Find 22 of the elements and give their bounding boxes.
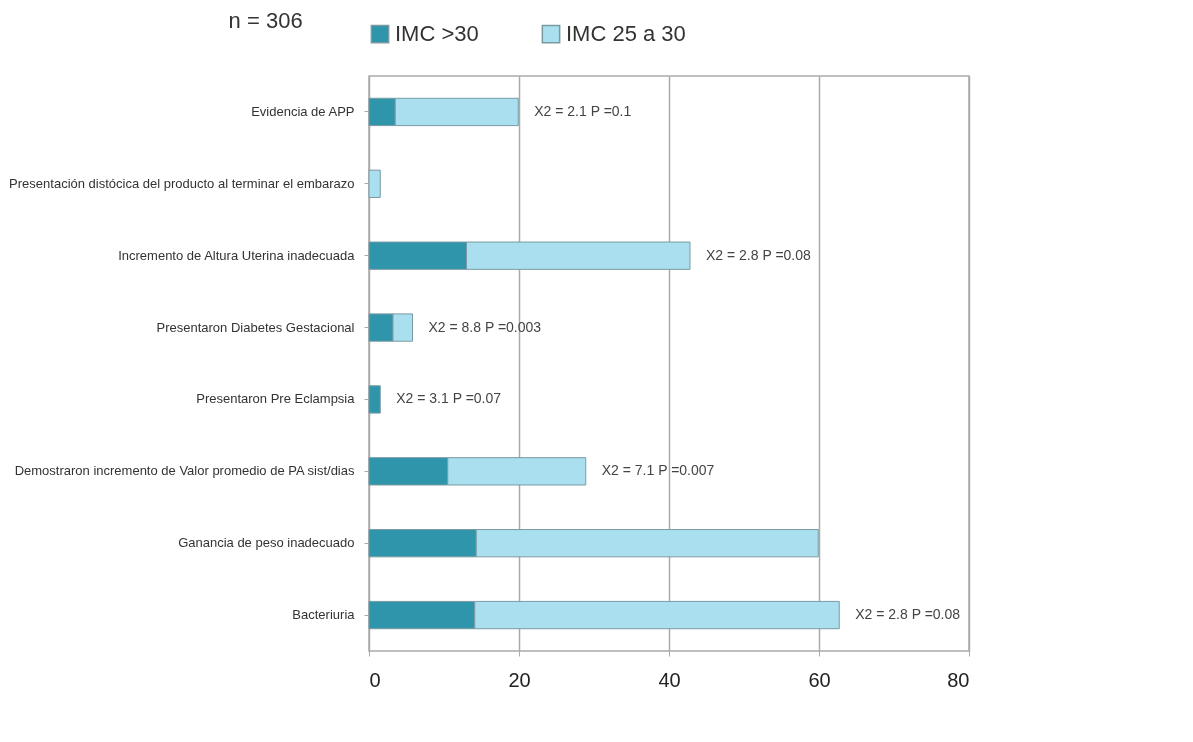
y-tick-label: Incremento de Altura Uterina inadecuada [118,247,356,263]
annotation: X2 = 3.1 P =0.07 [396,390,502,407]
y-tick-label: Bacteriuria [292,607,356,623]
annotation: X2 = 7.1 P =0.007 [601,462,715,479]
y-tick-label: Ganancia de peso inadecuado [178,535,355,551]
annotation: X2 = 2.8 P =0.08 [855,606,961,623]
chart-title: n = 306 [228,8,303,33]
annotation: X2 = 2.1 P =0.1 [534,102,632,119]
annotation: X2 = 2.8 P =0.08 [706,246,812,263]
legend-label: IMC >30 [395,21,479,47]
x-tick-label: 20 [508,668,531,691]
y-tick-label: Presentaron Diabetes Gestacional [156,319,355,335]
y-tick-label: Demostraron incremento de Valor promedio de PA sist/dias [14,463,355,479]
x-tick-label: 80 [947,668,970,691]
x-tick-label: 40 [658,668,681,691]
y-tick-label: Presentación distócica del producto al terminar el embarazo [9,175,355,191]
y-tick-label: Evidencia de APP [251,103,355,119]
annotation: X2 = 8.8 P =0.003 [428,318,542,335]
x-tick-label: 0 [369,668,381,691]
x-tick-label: 60 [808,668,831,691]
legend-label: IMC 25 a 30 [566,21,686,47]
y-tick-label: Presentaron Pre Eclampsia [196,391,356,407]
